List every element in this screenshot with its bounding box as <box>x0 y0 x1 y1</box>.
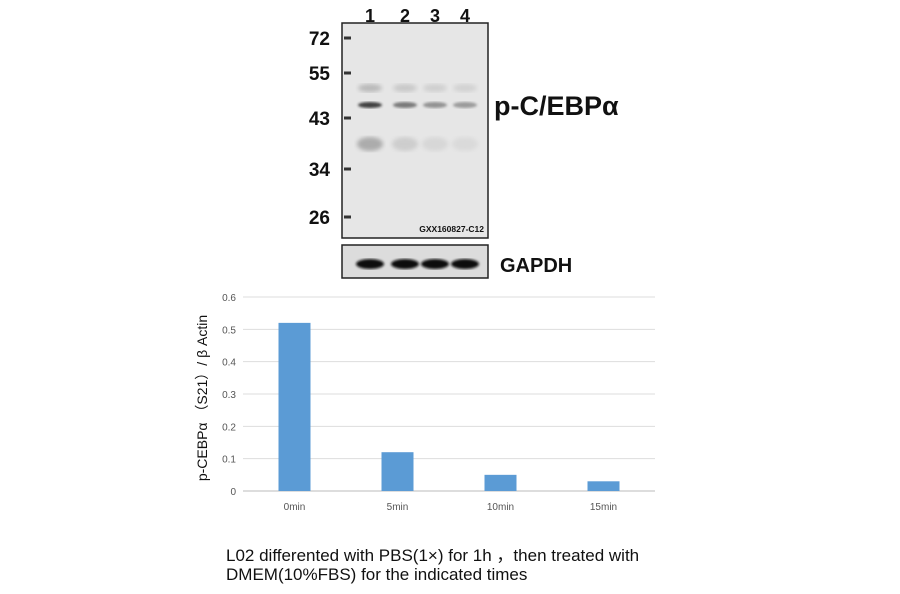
mw-marker-tick <box>344 167 351 171</box>
band-gapdh <box>421 259 449 269</box>
band-gapdh <box>451 259 479 269</box>
x-tick-label: 15min <box>590 502 617 513</box>
gapdh-label: GAPDH <box>500 255 572 277</box>
x-tick-label: 10min <box>487 502 514 513</box>
band-upper <box>393 84 417 92</box>
lane-number: 4 <box>460 6 470 26</box>
y-tick-label: 0.2 <box>222 422 236 433</box>
lane-number: 1 <box>365 6 375 26</box>
mw-marker-tick <box>344 71 351 75</box>
band-p-cebpa <box>423 102 447 108</box>
band-p-cebpa <box>358 102 382 108</box>
band-upper <box>358 84 382 92</box>
band-lower <box>422 137 448 151</box>
y-tick-label: 0.1 <box>222 455 236 466</box>
bar-0min <box>278 322 311 491</box>
mw-marker-label: 43 <box>309 109 330 130</box>
x-tick-label: 0min <box>284 502 306 513</box>
band-upper <box>423 84 447 92</box>
lane-number: 2 <box>400 6 410 26</box>
mw-marker-tick <box>344 116 351 120</box>
y-tick-label: 0.5 <box>222 325 236 336</box>
target-label: p-C/EBPα <box>494 91 619 121</box>
x-tick-label: 5min <box>387 502 409 513</box>
band-gapdh <box>391 259 419 269</box>
bar-chart: 0 0.1 0.2 0.3 0.4 0.5 0.6 0min 5min 10min 15min p… <box>194 293 655 513</box>
mw-marker-tick <box>344 36 351 40</box>
band-upper <box>453 84 477 92</box>
lane-number: 3 <box>430 6 440 26</box>
mw-marker-label: 72 <box>309 29 330 50</box>
band-gapdh <box>356 259 384 269</box>
blot-membrane <box>341 22 489 239</box>
mw-marker-tick <box>344 215 351 219</box>
mw-marker-label: 26 <box>309 208 330 229</box>
y-tick-label: 0 <box>230 487 236 498</box>
band-p-cebpa <box>393 102 417 108</box>
bar-10min <box>484 474 517 491</box>
caption-line-2: DMEM(10%FBS) for the indicated times <box>226 565 528 584</box>
y-tick-label: 0.3 <box>222 390 236 401</box>
y-tick-label: 0.6 <box>222 293 236 304</box>
band-lower <box>392 137 418 151</box>
watermark: GXX160827-C12 <box>419 224 484 234</box>
band-p-cebpa <box>453 102 477 108</box>
band-lower <box>452 137 478 151</box>
caption-line-1: L02 differented with PBS(1×) for 1h ，the… <box>226 546 640 565</box>
mw-marker-label: 34 <box>309 160 331 181</box>
y-tick-label: 0.4 <box>222 358 236 369</box>
mw-marker-label: 55 <box>309 64 331 85</box>
bar-15min <box>587 481 620 491</box>
band-lower <box>357 137 383 151</box>
bar-5min <box>381 452 414 491</box>
y-axis-label: p-CEBPα （S21）/ β Actin <box>194 315 210 481</box>
